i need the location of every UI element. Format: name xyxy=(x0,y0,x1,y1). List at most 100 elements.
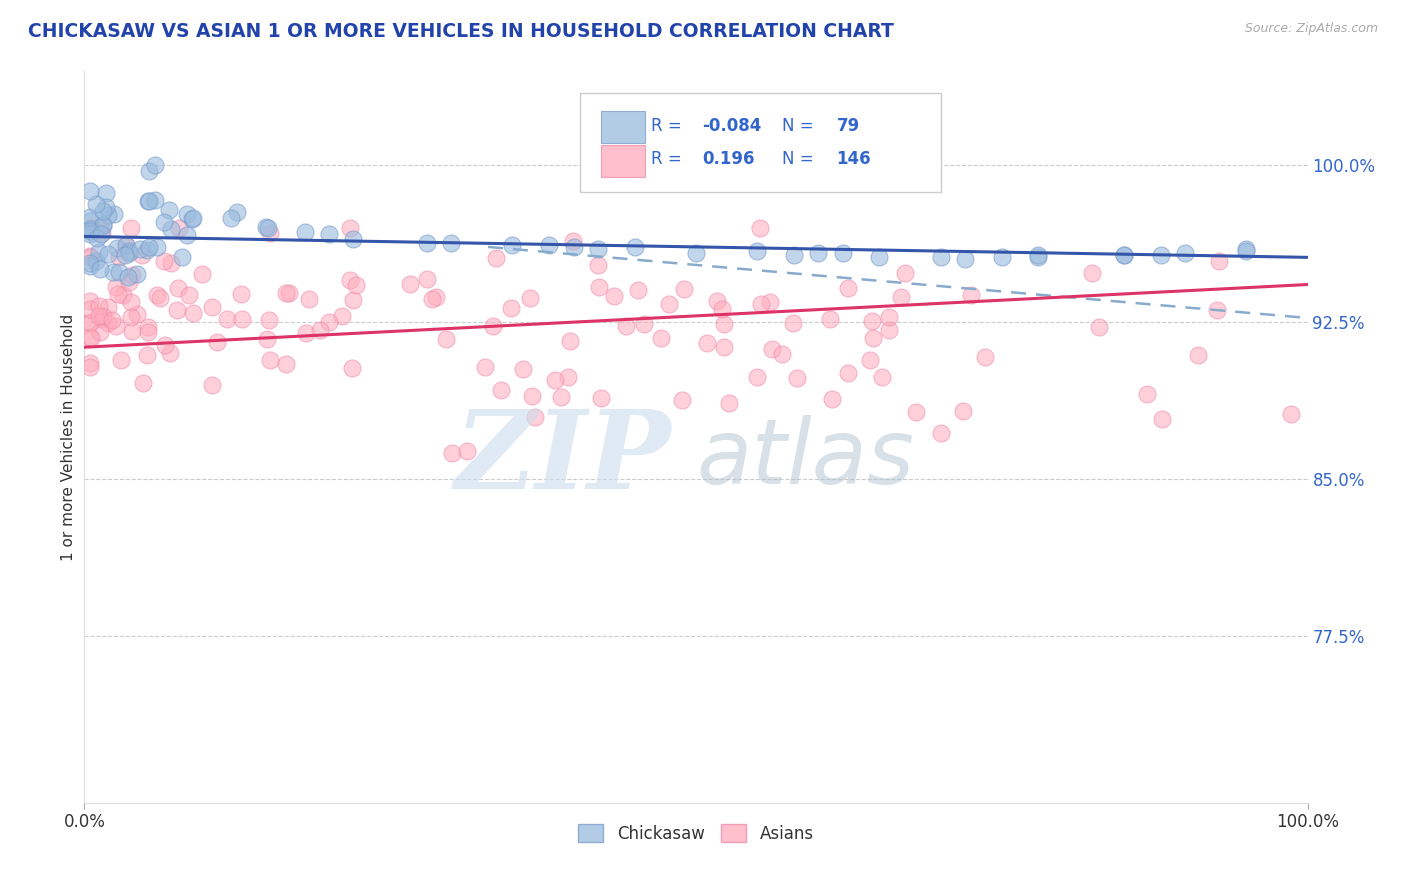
Point xyxy=(90,226,112,240)
Point xyxy=(904,405,927,419)
Point xyxy=(1208,254,1230,268)
Point xyxy=(685,246,707,260)
Point xyxy=(231,287,253,301)
Point xyxy=(129,243,152,257)
Point xyxy=(79,250,101,264)
Point xyxy=(101,313,124,327)
Point xyxy=(761,342,783,356)
Point xyxy=(603,289,626,303)
Point xyxy=(474,360,496,375)
Point xyxy=(105,241,128,255)
Point xyxy=(159,346,181,360)
Point xyxy=(115,238,138,252)
Point xyxy=(671,392,693,407)
FancyBboxPatch shape xyxy=(579,94,941,192)
Point xyxy=(538,237,561,252)
Point xyxy=(831,246,853,260)
Point xyxy=(136,348,159,362)
Point xyxy=(257,221,280,235)
Point xyxy=(84,254,107,268)
Point xyxy=(217,312,239,326)
Point xyxy=(79,249,101,263)
Point xyxy=(226,205,249,219)
Point xyxy=(440,235,463,250)
Point xyxy=(339,272,361,286)
Point xyxy=(340,361,363,376)
Point xyxy=(456,444,478,458)
Point xyxy=(894,267,917,281)
Point xyxy=(107,286,129,301)
Point xyxy=(82,221,104,235)
Y-axis label: 1 or more Vehicles in Household: 1 or more Vehicles in Household xyxy=(60,313,76,561)
Point xyxy=(420,292,443,306)
Point xyxy=(274,358,297,372)
Point xyxy=(519,292,541,306)
Point xyxy=(87,245,110,260)
Point xyxy=(79,210,101,224)
Point xyxy=(1028,251,1050,265)
Point xyxy=(89,261,111,276)
Point xyxy=(589,391,612,405)
Point xyxy=(127,307,149,321)
Point xyxy=(1279,407,1302,421)
Point xyxy=(114,238,136,252)
Point xyxy=(131,376,153,391)
Point xyxy=(112,288,135,302)
Point xyxy=(614,318,637,333)
Point xyxy=(131,248,153,262)
Point xyxy=(135,243,157,257)
Point xyxy=(745,370,768,384)
Point xyxy=(149,291,172,305)
Point xyxy=(259,226,281,240)
Point xyxy=(512,362,534,376)
Text: CHICKASAW VS ASIAN 1 OR MORE VEHICLES IN HOUSEHOLD CORRELATION CHART: CHICKASAW VS ASIAN 1 OR MORE VEHICLES IN… xyxy=(28,22,894,41)
Point xyxy=(143,193,166,207)
Point xyxy=(877,310,900,325)
Point xyxy=(869,251,891,265)
Point xyxy=(176,228,198,243)
Point xyxy=(502,237,524,252)
Point xyxy=(1236,244,1258,258)
Point xyxy=(717,396,740,410)
Point xyxy=(117,276,139,290)
Point xyxy=(94,186,117,201)
Point xyxy=(959,287,981,301)
Point xyxy=(710,301,733,316)
Point xyxy=(543,373,565,387)
Point xyxy=(342,231,364,245)
Point xyxy=(138,240,160,254)
Point xyxy=(117,244,139,258)
Point xyxy=(1152,411,1174,425)
Point xyxy=(294,225,316,239)
Point xyxy=(257,313,280,327)
Point xyxy=(254,220,277,235)
Point xyxy=(294,326,316,340)
Point xyxy=(550,390,572,404)
Text: atlas: atlas xyxy=(696,415,914,503)
Point xyxy=(318,227,340,242)
Text: R =: R = xyxy=(651,118,682,136)
Point xyxy=(562,240,585,254)
Point xyxy=(713,340,735,354)
Point xyxy=(120,221,142,235)
Point xyxy=(90,227,112,241)
Point xyxy=(818,312,841,326)
Point xyxy=(159,221,181,235)
Point xyxy=(782,316,804,330)
Point xyxy=(160,256,183,270)
Point xyxy=(145,288,167,302)
Point xyxy=(138,194,160,208)
Point xyxy=(167,221,190,235)
Point xyxy=(1088,320,1111,334)
Point xyxy=(166,302,188,317)
Point xyxy=(121,324,143,338)
Point xyxy=(138,194,160,209)
Point xyxy=(489,383,512,397)
Point xyxy=(586,242,609,256)
Point xyxy=(425,289,447,303)
Point xyxy=(862,313,884,327)
Point xyxy=(416,271,439,285)
Point xyxy=(96,300,118,314)
Point xyxy=(520,388,543,402)
Point xyxy=(120,294,142,309)
